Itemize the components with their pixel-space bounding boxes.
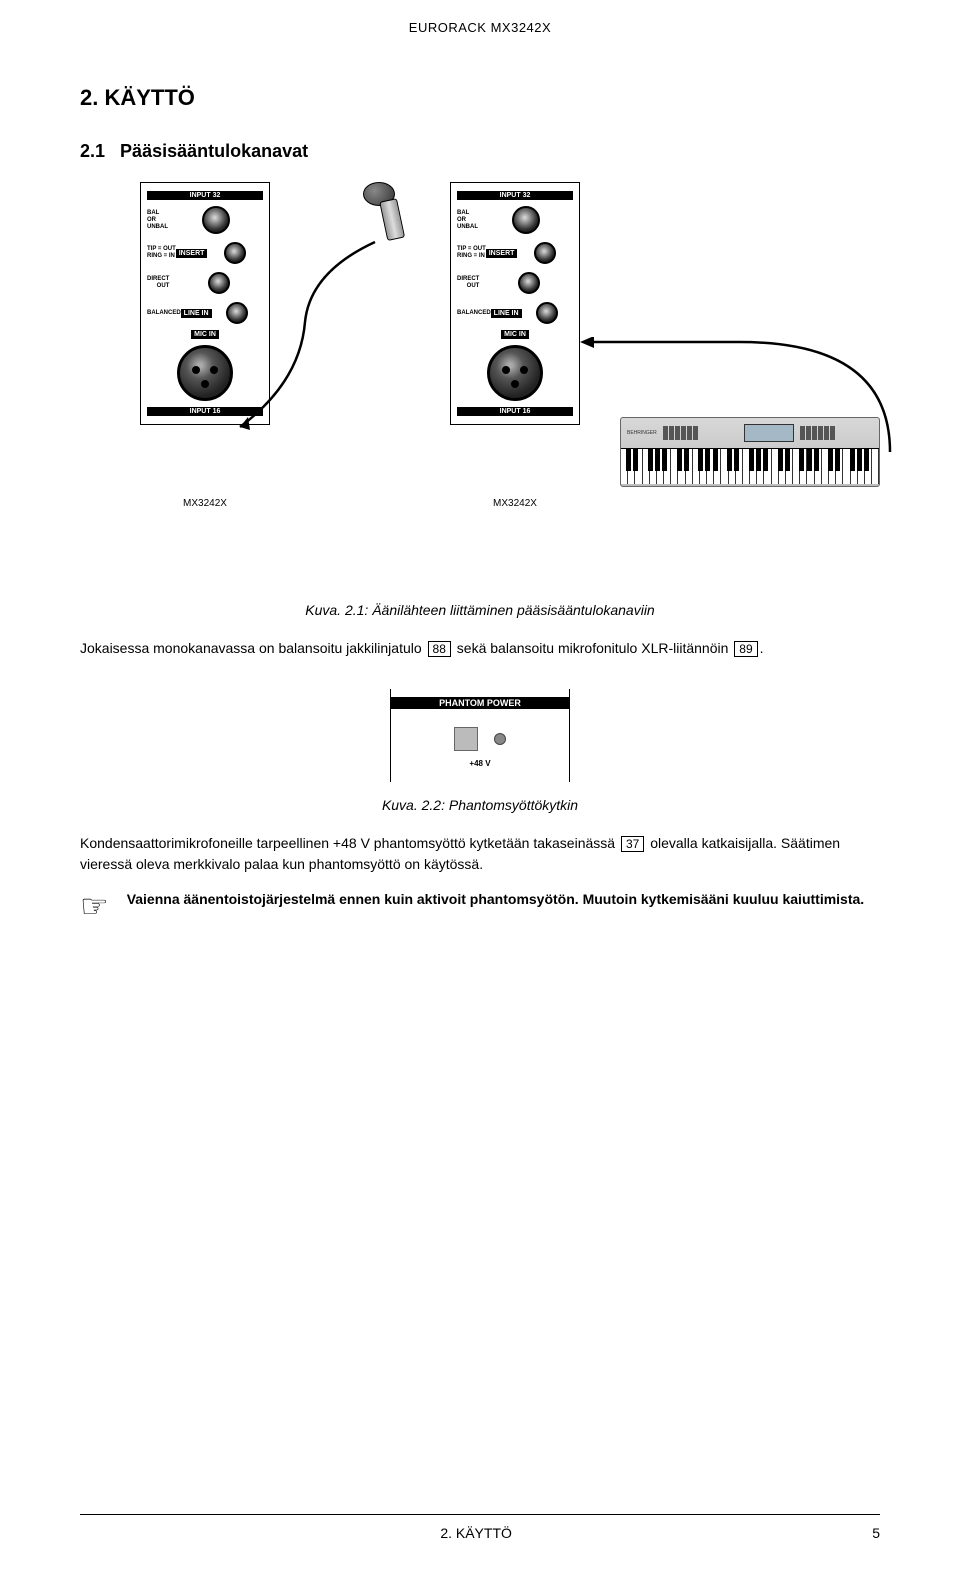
panel-model-left: MX3242X	[140, 498, 270, 509]
para1-text: .	[760, 640, 764, 656]
phantom-power-header: PHANTOM POWER	[391, 697, 569, 709]
balanced-label: BALANCED	[457, 310, 491, 317]
line-in-label: LINE IN	[491, 309, 522, 318]
input-bottom-label: INPUT 16	[147, 407, 263, 416]
figure-2-1: INPUT 32 BAL OR UNBAL TIP = OUT RING = I…	[80, 182, 880, 582]
direct-out-jack-icon	[208, 272, 230, 294]
line-in-jack-icon	[226, 302, 248, 324]
synth-brand: BEHRINGER	[627, 430, 657, 436]
section-name: KÄYTTÖ	[104, 85, 194, 110]
balanced-label: BALANCED	[147, 310, 181, 317]
mic-in-label: MIC IN	[191, 330, 219, 339]
channel-panel-right: INPUT 32 BAL OR UNBAL TIP = OUT RING = I…	[450, 182, 580, 425]
para1-text: sekä balansoitu mikrofonitulo XLR-liitän…	[453, 640, 732, 656]
pointing-hand-icon: ☞	[80, 890, 109, 922]
paragraph-1: Jokaisessa monokanavassa on balansoitu j…	[80, 638, 880, 659]
subsection-title: 2.1 Pääsisääntulokanavat	[80, 141, 880, 162]
subsection-number: 2.1	[80, 141, 105, 161]
input-top-label: INPUT 32	[457, 191, 573, 200]
phantom-led-icon	[494, 733, 506, 745]
note-block: ☞ Vaienna äänentoistojärjestelmä ennen k…	[80, 890, 880, 922]
page-header: EURORACK MX3242X	[0, 0, 960, 45]
insert-label: INSERT	[486, 249, 518, 258]
ref-89: 89	[734, 641, 757, 657]
section-number: 2.	[80, 85, 98, 110]
para1-text: Jokaisessa monokanavassa on balansoitu j…	[80, 640, 426, 656]
footer-rule	[80, 1514, 880, 1515]
mic-in-label: MIC IN	[501, 330, 529, 339]
jack-icon	[534, 242, 556, 264]
section-title: 2. KÄYTTÖ	[80, 85, 880, 111]
footer-page-number: 5	[872, 1525, 880, 1541]
direct-out-label: DIRECT OUT	[457, 276, 479, 290]
phantom-voltage-label: +48 V	[391, 759, 569, 768]
input-bottom-label: INPUT 16	[457, 407, 573, 416]
figure-2-2-caption: Kuva. 2.2: Phantomsyöttökytkin	[80, 797, 880, 813]
ref-37: 37	[621, 836, 644, 852]
bal-label: BAL OR UNBAL	[147, 210, 168, 231]
line-in-label: LINE IN	[181, 309, 212, 318]
insert-jack-icon	[202, 206, 230, 234]
synthesizer-icon: BEHRINGER	[620, 417, 880, 487]
para2-text: Kondensaattorimikrofoneille tarpeellinen…	[80, 835, 619, 851]
jack-icon	[224, 242, 246, 264]
subsection-name: Pääsisääntulokanavat	[120, 141, 308, 161]
figure-2-1-caption: Kuva. 2.1: Äänilähteen liittäminen pääsi…	[80, 602, 880, 618]
microphone-icon	[363, 182, 397, 240]
xlr-connector-icon	[177, 345, 233, 401]
direct-out-label: DIRECT OUT	[147, 276, 169, 290]
channel-panel-left: INPUT 32 BAL OR UNBAL TIP = OUT RING = I…	[140, 182, 270, 425]
phantom-switch-icon	[454, 727, 478, 751]
paragraph-2: Kondensaattorimikrofoneille tarpeellinen…	[80, 833, 880, 875]
line-in-jack-icon	[536, 302, 558, 324]
figure-2-2: PHANTOM POWER +48 V	[390, 689, 570, 782]
insert-jack-icon	[512, 206, 540, 234]
tipring-label: TIP = OUT RING = IN	[147, 246, 176, 260]
note-text: Vaienna äänentoistojärjestelmä ennen kui…	[127, 890, 865, 910]
ref-88: 88	[428, 641, 451, 657]
footer-section: 2. KÄYTTÖ	[440, 1525, 512, 1541]
insert-label: INSERT	[176, 249, 208, 258]
panel-model-right: MX3242X	[450, 498, 580, 509]
tipring-label: TIP = OUT RING = IN	[457, 246, 486, 260]
bal-label: BAL OR UNBAL	[457, 210, 478, 231]
direct-out-jack-icon	[518, 272, 540, 294]
input-top-label: INPUT 32	[147, 191, 263, 200]
page-footer: 2. KÄYTTÖ 5	[0, 1525, 960, 1541]
xlr-connector-icon	[487, 345, 543, 401]
